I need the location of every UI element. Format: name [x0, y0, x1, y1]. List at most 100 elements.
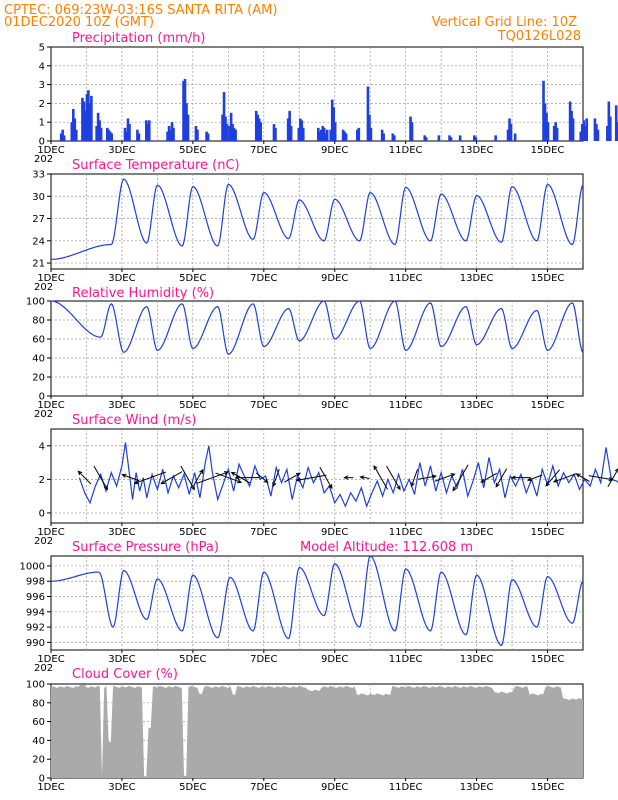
x-tick-label: 9DEC: [321, 782, 348, 793]
precip-bar: [274, 127, 277, 141]
x-tick-label: 7DEC: [250, 273, 277, 284]
wind-arrow: [495, 468, 508, 488]
wind-arrow-head: [328, 484, 333, 490]
y-tick-label: 60: [32, 335, 45, 346]
precip-bar: [595, 124, 598, 141]
pressure-panel: Surface Pressure (hPa) Model Altitude: 1…: [20, 540, 584, 674]
x-tick-label: 15DEC: [531, 782, 565, 793]
precip-bar: [380, 129, 384, 141]
y-tick-label: 3: [39, 80, 45, 91]
x-tick-label: 11DEC: [389, 527, 423, 538]
wind-arrow-head: [77, 470, 83, 476]
wind-arrow-head: [223, 471, 229, 476]
precip-bar: [288, 110, 291, 141]
y-tick-label: 21: [32, 259, 45, 270]
x-tick-label: 7DEC: [250, 654, 277, 665]
x-tick-label: 3DEC: [108, 654, 135, 665]
precip-bar: [170, 122, 174, 141]
wind-arrow: [160, 471, 183, 485]
plot-frame: [50, 555, 584, 651]
precip-bar: [167, 125, 171, 141]
y-tick-label: 30: [32, 192, 45, 203]
precip-bar: [369, 127, 373, 141]
precip-bar: [330, 99, 334, 141]
precip-bar: [297, 127, 301, 141]
wind-arrow: [527, 474, 543, 481]
wind-arrow: [122, 474, 140, 482]
x-axis-year: 202: [34, 663, 53, 674]
precip-bar: [166, 131, 169, 141]
wind-arrow: [196, 471, 229, 484]
model-altitude: Model Altitude: 112.608 m: [300, 540, 473, 555]
wind-arrow: [588, 475, 613, 481]
precip-bar: [84, 110, 87, 141]
y-tick-label: 4: [39, 441, 45, 452]
precip-bar: [259, 122, 263, 141]
grid-line-note: Vertical Grid Line: 10Z: [432, 15, 577, 30]
wind-arrow-head: [552, 478, 559, 483]
y-tick-label: 80: [32, 316, 45, 327]
precip-bar: [410, 122, 414, 141]
wind-arrow: [296, 474, 327, 481]
wind-arrow-head: [263, 478, 269, 484]
precip-bar: [325, 129, 329, 141]
wind-arrow-head: [373, 464, 378, 471]
precip-bar: [542, 80, 545, 141]
wind-panel: Surface Wind (m/s) 0 2 4 1DEC 3DEC 5DEC 7DEC 9D…: [34, 413, 618, 547]
x-tick-label: 15DEC: [531, 145, 565, 156]
wind-arrow: [215, 472, 242, 483]
plot-frame: [50, 46, 584, 142]
precip-bar: [301, 127, 305, 141]
model-id: TQ0126L028: [497, 29, 581, 44]
y-tick-label: 1: [39, 118, 45, 129]
precip-bar: [81, 97, 84, 141]
precip-bar: [509, 124, 513, 141]
precip-bar: [229, 112, 233, 141]
x-tick-label: 5DEC: [179, 145, 206, 156]
precip-bar: [107, 129, 111, 141]
precip-bar: [391, 133, 395, 141]
y-tick-label: 990: [26, 638, 45, 649]
pressure-title: Surface Pressure (hPa): [72, 540, 219, 555]
precip-bar: [87, 90, 90, 141]
x-axis-year: 202: [34, 409, 53, 420]
y-tick-label: 27: [32, 214, 45, 225]
precip-bar: [225, 124, 229, 141]
humidity-panel: Relative Humidity (%) 0 20 40 60 80 100 1DEC 3D…: [26, 286, 584, 420]
wind-arrow-head: [199, 468, 204, 474]
x-tick-label: 9DEC: [321, 654, 348, 665]
wind-arrow-head: [272, 482, 277, 488]
x-tick-label: 5DEC: [179, 400, 206, 411]
precip-bar: [99, 127, 103, 141]
precip-bar: [606, 125, 609, 141]
precip-bar: [607, 101, 611, 141]
x-tick-label: 1DEC: [37, 400, 64, 411]
y-tick-label: 100: [26, 297, 45, 308]
precip-bar: [61, 129, 64, 141]
x-tick-label: 7DEC: [250, 782, 277, 793]
precip-bar: [474, 137, 478, 141]
x-tick-label: 9DEC: [321, 527, 348, 538]
precip-bar: [332, 107, 335, 141]
wind-arrow: [193, 469, 204, 486]
precip-bar: [126, 118, 130, 141]
x-tick-label: 15DEC: [531, 400, 565, 411]
y-tick-label: 40: [32, 736, 45, 747]
y-tick-label: 992: [26, 623, 45, 634]
y-tick-label: 2: [39, 99, 45, 110]
x-tick-label: 5DEC: [179, 782, 206, 793]
wind-arrow-head: [480, 478, 486, 483]
wind-arrow-head: [452, 486, 457, 492]
precip-bar: [257, 118, 261, 141]
precip-bar: [90, 95, 93, 141]
precip-bar: [300, 120, 304, 141]
precip-bar: [128, 124, 131, 141]
series-line: [78, 442, 618, 509]
wind-arrow: [545, 469, 560, 487]
precip-bar: [437, 135, 441, 141]
precip-bar: [324, 133, 328, 141]
precip-bar: [423, 135, 426, 141]
x-tick-label: 15DEC: [531, 273, 565, 284]
precipitation-title: Precipitation (mm/h): [72, 31, 205, 46]
